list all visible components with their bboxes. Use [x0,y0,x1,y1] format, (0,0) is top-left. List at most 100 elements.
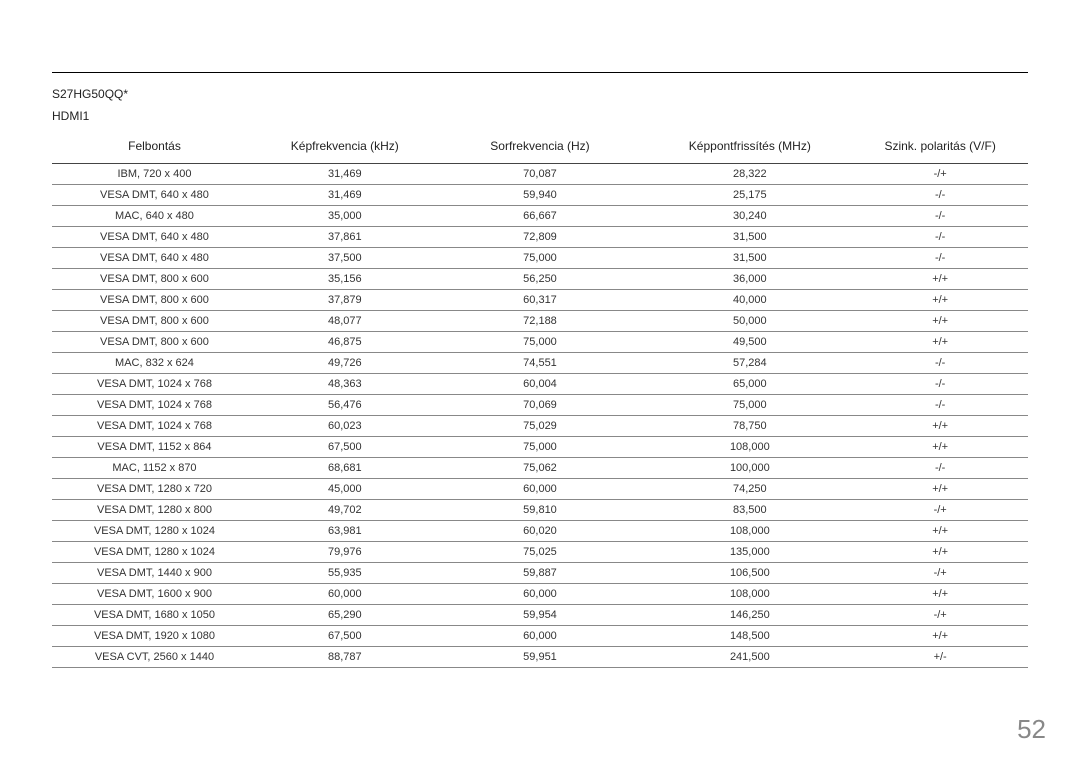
table-cell: VESA DMT, 1024 x 768 [52,395,257,416]
table-cell: 106,500 [647,563,852,584]
table-cell: VESA CVT, 2560 x 1440 [52,647,257,668]
table-row: VESA DMT, 1600 x 90060,00060,000108,000+… [52,584,1028,605]
table-cell: VESA DMT, 800 x 600 [52,332,257,353]
table-cell: +/+ [852,479,1028,500]
table-cell: VESA DMT, 1440 x 900 [52,563,257,584]
table-cell: 37,500 [257,248,433,269]
table-cell: 37,879 [257,290,433,311]
table-cell: 60,004 [433,374,648,395]
table-cell: 75,029 [433,416,648,437]
table-cell: 50,000 [647,311,852,332]
table-cell: VESA DMT, 1024 x 768 [52,374,257,395]
table-cell: 74,250 [647,479,852,500]
table-cell: 67,500 [257,626,433,647]
table-cell: -/+ [852,605,1028,626]
table-cell: -/- [852,395,1028,416]
table-cell: VESA DMT, 1024 x 768 [52,416,257,437]
table-cell: 59,954 [433,605,648,626]
table-cell: 83,500 [647,500,852,521]
table-cell: 148,500 [647,626,852,647]
table-cell: 25,175 [647,185,852,206]
table-row: MAC, 640 x 48035,00066,66730,240-/- [52,206,1028,227]
page-container: S27HG50QQ* HDMI1 Felbontás Képfrekvencia… [0,0,1080,763]
table-cell: 100,000 [647,458,852,479]
table-cell: 75,000 [433,248,648,269]
table-cell: 146,250 [647,605,852,626]
table-cell: MAC, 1152 x 870 [52,458,257,479]
table-row: VESA DMT, 1280 x 102479,97675,025135,000… [52,542,1028,563]
table-cell: VESA DMT, 1152 x 864 [52,437,257,458]
table-cell: 31,500 [647,227,852,248]
table-row: VESA DMT, 1024 x 76860,02375,02978,750+/… [52,416,1028,437]
table-cell: VESA DMT, 640 x 480 [52,185,257,206]
table-cell: 68,681 [257,458,433,479]
table-cell: VESA DMT, 800 x 600 [52,311,257,332]
table-cell: 88,787 [257,647,433,668]
table-cell: MAC, 832 x 624 [52,353,257,374]
col-header: Képpontfrissítés (MHz) [647,133,852,164]
table-cell: 65,000 [647,374,852,395]
table-cell: 75,025 [433,542,648,563]
table-cell: VESA DMT, 1600 x 900 [52,584,257,605]
table-cell: 75,000 [647,395,852,416]
table-cell: -/- [852,185,1028,206]
port-label: HDMI1 [52,109,1028,123]
table-cell: 75,000 [433,437,648,458]
table-cell: 46,875 [257,332,433,353]
table-cell: VESA DMT, 640 x 480 [52,248,257,269]
table-cell: 59,951 [433,647,648,668]
col-header: Sorfrekvencia (Hz) [433,133,648,164]
table-row: VESA DMT, 1280 x 72045,00060,00074,250+/… [52,479,1028,500]
table-cell: 37,861 [257,227,433,248]
col-header: Képfrekvencia (kHz) [257,133,433,164]
table-row: VESA DMT, 640 x 48037,50075,00031,500-/- [52,248,1028,269]
table-cell: +/+ [852,332,1028,353]
table-cell: 40,000 [647,290,852,311]
table-cell: +/+ [852,626,1028,647]
table-cell: VESA DMT, 1280 x 800 [52,500,257,521]
table-cell: 135,000 [647,542,852,563]
table-cell: 48,363 [257,374,433,395]
table-row: MAC, 1152 x 87068,68175,062100,000-/- [52,458,1028,479]
table-row: VESA CVT, 2560 x 144088,78759,951241,500… [52,647,1028,668]
table-cell: 75,000 [433,332,648,353]
table-cell: IBM, 720 x 400 [52,164,257,185]
table-cell: +/+ [852,521,1028,542]
table-row: VESA DMT, 1440 x 90055,93559,887106,500-… [52,563,1028,584]
model-label: S27HG50QQ* [52,87,1028,101]
table-cell: 75,062 [433,458,648,479]
table-cell: 59,887 [433,563,648,584]
table-cell: -/- [852,227,1028,248]
top-rule [52,72,1028,73]
table-cell: 31,469 [257,164,433,185]
table-cell: 108,000 [647,437,852,458]
table-cell: 74,551 [433,353,648,374]
table-row: VESA DMT, 1680 x 105065,29059,954146,250… [52,605,1028,626]
table-cell: 60,000 [433,626,648,647]
table-cell: -/- [852,206,1028,227]
table-cell: 49,500 [647,332,852,353]
table-row: VESA DMT, 800 x 60037,87960,31740,000+/+ [52,290,1028,311]
table-cell: -/- [852,353,1028,374]
table-row: VESA DMT, 1280 x 80049,70259,81083,500-/… [52,500,1028,521]
table-cell: 60,000 [433,479,648,500]
table-cell: 70,087 [433,164,648,185]
page-number: 52 [1017,714,1046,745]
table-row: VESA DMT, 800 x 60048,07772,18850,000+/+ [52,311,1028,332]
table-cell: 30,240 [647,206,852,227]
table-cell: +/+ [852,437,1028,458]
table-row: VESA DMT, 640 x 48031,46959,94025,175-/- [52,185,1028,206]
table-cell: 48,077 [257,311,433,332]
table-cell: -/- [852,374,1028,395]
table-cell: 60,023 [257,416,433,437]
table-cell: 72,809 [433,227,648,248]
table-cell: +/+ [852,542,1028,563]
table-cell: 57,284 [647,353,852,374]
table-row: VESA DMT, 1024 x 76856,47670,06975,000-/… [52,395,1028,416]
table-row: MAC, 832 x 62449,72674,55157,284-/- [52,353,1028,374]
table-row: VESA DMT, 800 x 60046,87575,00049,500+/+ [52,332,1028,353]
table-header: Felbontás Képfrekvencia (kHz) Sorfrekven… [52,133,1028,164]
table-cell: 49,726 [257,353,433,374]
table-cell: 56,250 [433,269,648,290]
table-cell: 67,500 [257,437,433,458]
